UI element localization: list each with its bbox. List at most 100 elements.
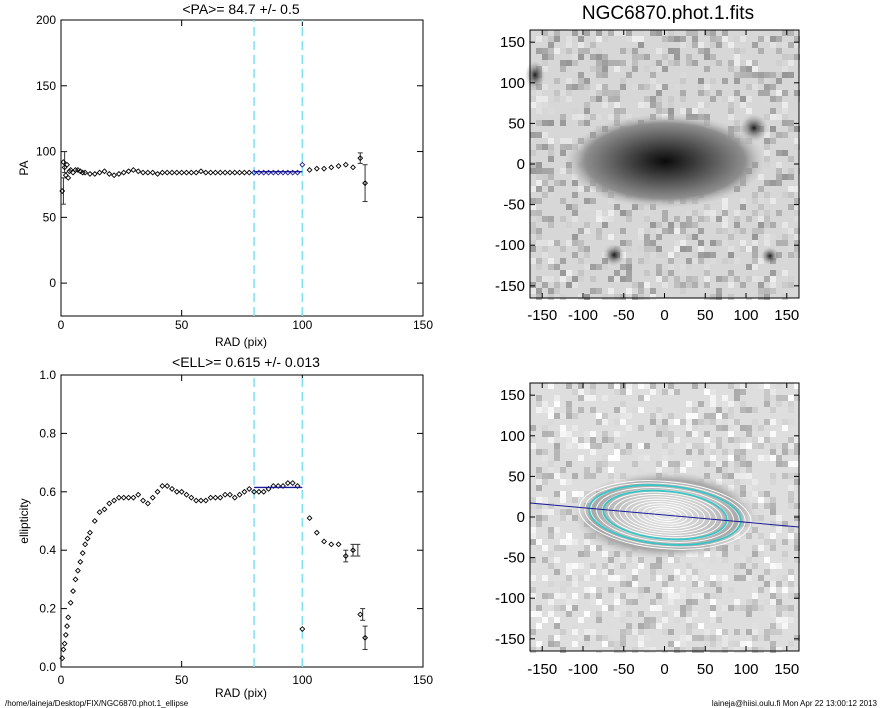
sky-pixel [638,467,644,473]
sky-pixel [704,641,710,647]
sky-pixel [650,383,656,389]
sky-pixel [560,581,566,587]
sky-pixel [686,449,692,455]
ell-data-point [362,634,369,641]
sky-pixel [758,515,764,521]
sky-pixel [590,192,596,198]
sky-pixel [608,60,614,66]
sky-pixel [548,593,554,599]
sky-pixel [578,407,584,413]
sky-pixel [608,210,614,216]
sky-pixel [578,42,584,48]
sky-pixel [662,42,668,48]
image-ytick-label: -150 [495,631,525,648]
sky-pixel [716,467,722,473]
sky-pixel [710,611,716,617]
galaxy-body [565,114,765,208]
sky-pixel [560,587,566,593]
sky-pixel [788,174,794,180]
sky-pixel [566,581,572,587]
sky-pixel [596,234,602,240]
sky-pixel [602,461,608,467]
ell-data-point [72,576,79,583]
sky-pixel [632,282,638,288]
sky-pixel [710,593,716,599]
sky-pixel [764,90,770,96]
sky-pixel [794,587,800,593]
sky-pixel [554,431,560,437]
sky-pixel [590,443,596,449]
sky-pixel [758,204,764,210]
sky-pixel [788,72,794,78]
sky-pixel [782,449,788,455]
sky-pixel [722,395,728,401]
sky-pixel [752,258,758,264]
sky-pixel [710,581,716,587]
sky-pixel [710,443,716,449]
ell-data-point [251,488,258,495]
sky-pixel [788,246,794,252]
sky-pixel [782,42,788,48]
sky-pixel [662,629,668,635]
image-ytick-label: 0 [517,509,525,526]
pa-xtick-label: 50 [175,318,189,332]
sky-pixel [686,413,692,419]
sky-pixel [554,395,560,401]
sky-pixel [530,198,536,204]
sky-pixel [554,635,560,641]
sky-pixel [542,252,548,258]
sky-pixel [758,383,764,389]
sky-pixel [698,84,704,90]
sky-pixel [572,575,578,581]
sky-pixel [590,54,596,60]
image-ytick-label: 0 [517,156,525,173]
sky-pixel [674,647,680,653]
sky-pixel [638,395,644,401]
sky-pixel [626,72,632,78]
sky-pixel [554,449,560,455]
sky-pixel [530,132,536,138]
sky-pixel [680,647,686,653]
sky-pixel [788,60,794,66]
sky-pixel [608,557,614,563]
sky-pixel [776,449,782,455]
sky-pixel [680,222,686,228]
ell-data-point [154,488,161,495]
sky-pixel [680,270,686,276]
sky-pixel [692,210,698,216]
sky-pixel [674,461,680,467]
sky-pixel [536,174,542,180]
sky-pixel [650,563,656,569]
sky-pixel [716,437,722,443]
sky-pixel [746,66,752,72]
sky-pixel [752,210,758,216]
sky-pixel [662,419,668,425]
sky-pixel [596,210,602,216]
sky-pixel [632,575,638,581]
sky-pixel [782,30,788,36]
sky-pixel [548,192,554,198]
sky-pixel [572,108,578,114]
sky-pixel [722,36,728,42]
sky-pixel [728,413,734,419]
sky-pixel [788,611,794,617]
pa-data-point [159,169,166,176]
sky-pixel [560,467,566,473]
sky-pixel [752,252,758,258]
sky-pixel [764,288,770,294]
sky-pixel [536,210,542,216]
sky-pixel [758,198,764,204]
sky-pixel [746,575,752,581]
sky-pixel [566,48,572,54]
ellipticity-plot: <ELL>= 0.615 +/- 0.013 RAD (pix) ellipti… [17,354,433,700]
sky-pixel [638,437,644,443]
sky-pixel [590,569,596,575]
sky-pixel [602,102,608,108]
sky-pixel [614,431,620,437]
sky-pixel [614,443,620,449]
sky-pixel [686,60,692,66]
sky-pixel [560,491,566,497]
sky-pixel [764,234,770,240]
sky-pixel [782,108,788,114]
sky-pixel [716,276,722,282]
